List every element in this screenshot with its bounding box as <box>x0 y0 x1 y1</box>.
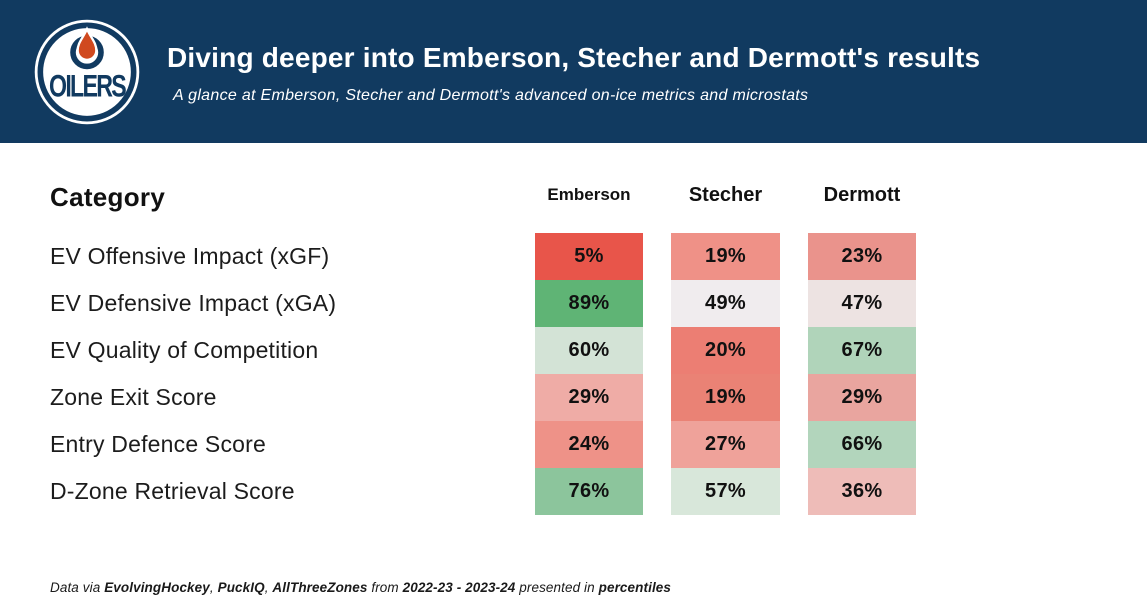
value-cell: 49% <box>671 280 780 327</box>
oil-drop-icon <box>76 25 98 61</box>
value-cell: 60% <box>535 327 643 374</box>
value-cell: 20% <box>671 327 780 374</box>
value-cell: 89% <box>535 280 643 327</box>
row-label: D-Zone Retrieval Score <box>50 478 295 504</box>
footer-source-note: Data via EvolvingHockey, PuckIQ, AllThre… <box>50 580 671 595</box>
value-cell: 47% <box>808 280 916 327</box>
footer-segment: Data via <box>50 579 105 595</box>
value-cell: 23% <box>808 233 916 280</box>
player-column-header-dermott: Dermott <box>823 184 901 206</box>
value-cell: 24% <box>535 421 643 468</box>
footer-segment: from <box>367 579 403 595</box>
footer-segment: PuckIQ <box>217 579 265 595</box>
footer-segment: AllThreeZones <box>272 579 368 595</box>
category-column-header: Category <box>50 182 166 212</box>
value-cell: 5% <box>535 233 643 280</box>
row-label: Zone Exit Score <box>50 384 217 410</box>
oilers-logo: OILERS <box>31 16 143 128</box>
header-band: OILERS Diving deeper into Emberson, Stec… <box>0 0 1147 143</box>
row-label: EV Quality of Competition <box>50 337 319 363</box>
row-label: EV Defensive Impact (xGA) <box>50 290 337 316</box>
value-cell: 19% <box>671 374 780 421</box>
player-column-header-emberson: Emberson <box>547 185 631 204</box>
row-label: Entry Defence Score <box>50 431 267 457</box>
player-column-header-stecher: Stecher <box>688 184 763 206</box>
value-cell: 36% <box>808 468 916 515</box>
value-cell: 29% <box>535 374 643 421</box>
row-label: EV Offensive Impact (xGF) <box>50 243 330 269</box>
stats-table-area: Category Emberson Stecher Dermott EV Offens… <box>50 143 916 515</box>
value-cell: 66% <box>808 421 916 468</box>
logo-wordmark: OILERS <box>49 68 126 103</box>
header-text-block: Diving deeper into Emberson, Stecher and… <box>167 42 980 105</box>
footer-segment: 2022-23 - 2023-24 <box>402 579 516 595</box>
footer-segment: presented in <box>515 579 599 595</box>
logo-ring <box>37 22 137 121</box>
value-cell: 57% <box>671 468 780 515</box>
footer-segment: , <box>264 579 273 595</box>
value-cell: 76% <box>535 468 643 515</box>
value-cell: 27% <box>671 421 780 468</box>
value-cell: 29% <box>808 374 916 421</box>
page-subtitle: A glance at Emberson, Stecher and Dermot… <box>173 87 809 104</box>
value-cell: 19% <box>671 233 780 280</box>
footer-segment: percentiles <box>598 579 672 595</box>
footer-segment: EvolvingHockey <box>104 579 210 595</box>
page-title: Diving deeper into Emberson, Stecher and… <box>167 42 981 73</box>
stats-table: Category Emberson Stecher Dermott EV Offens… <box>50 143 916 515</box>
value-cell: 67% <box>808 327 916 374</box>
footer-segment: , <box>209 579 218 595</box>
